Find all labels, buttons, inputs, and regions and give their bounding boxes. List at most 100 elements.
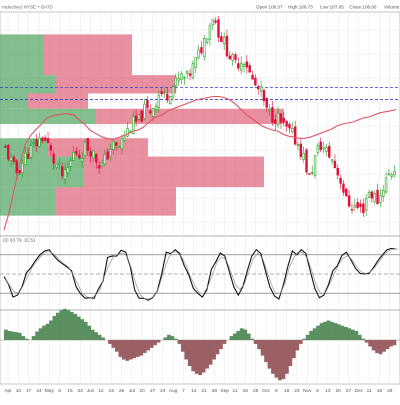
candle-body (9, 156, 13, 161)
histogram-bar (257, 340, 262, 350)
x-tick-label: Jul (129, 388, 135, 394)
histogram-bar (350, 329, 355, 340)
histogram-bar (323, 321, 327, 340)
candle-body (342, 183, 345, 193)
histogram-bar (14, 332, 19, 340)
candle-body (370, 191, 374, 199)
histogram-bar (149, 340, 154, 348)
x-tick-label: Nov (303, 388, 312, 394)
histogram-bar (187, 340, 192, 366)
histogram-bar (62, 308, 67, 340)
candle-body (356, 202, 359, 208)
candle-body (35, 139, 38, 147)
candle-body (345, 188, 348, 197)
candle-body (140, 110, 143, 122)
x-tick-label: 18 (377, 388, 383, 394)
date-axis: Apr 10 17 24 May 8 15 22 Jun 12 19 26 Jul 10 17 24 Aug 7 1… (4, 388, 392, 394)
candle-body (222, 36, 226, 44)
candle-body (55, 164, 58, 168)
candle-body (242, 64, 246, 67)
histogram-bar (260, 340, 265, 356)
candle-body (97, 165, 101, 169)
x-tick-label: Oct (262, 388, 270, 394)
histogram-bar (59, 310, 64, 340)
histogram-bar (229, 336, 234, 340)
ohlc-value: 107.65 (330, 5, 344, 10)
candle-body (26, 153, 30, 159)
histogram-bar (343, 327, 348, 340)
histogram-bar (121, 340, 126, 360)
histogram-bar (309, 330, 314, 340)
candle-body (191, 63, 195, 79)
histogram-bar (10, 331, 15, 340)
candle-body (262, 90, 266, 102)
candle-body (282, 117, 286, 123)
histogram-bar (382, 340, 386, 352)
histogram-bar (267, 340, 272, 369)
histogram-bar (146, 340, 150, 351)
histogram-bar (364, 340, 369, 343)
candle-body (220, 36, 223, 43)
candle-body (41, 137, 44, 142)
histogram-bar (212, 340, 216, 360)
histogram-bar (337, 324, 341, 340)
ohlc-close: Close 108.60 (349, 5, 377, 10)
candle-body (43, 137, 47, 141)
histogram-bar (291, 340, 296, 359)
x-tick-label: Aug (169, 388, 178, 394)
histogram-bar (56, 312, 60, 340)
histogram-bar (35, 331, 39, 340)
histogram-bar (101, 337, 105, 340)
candle-body (12, 156, 16, 162)
histogram-bar (385, 340, 390, 350)
candle-body (310, 172, 314, 174)
histogram-bar (288, 340, 293, 366)
candle-body (117, 146, 121, 148)
candle-body (291, 128, 294, 133)
x-tick-label: 19 (109, 388, 115, 394)
candle-body (279, 113, 283, 123)
candle-body (257, 86, 260, 90)
candle-body (387, 173, 391, 175)
volume-by-price-red-0 (44, 34, 132, 76)
histogram-bar (153, 340, 157, 346)
candle-body (61, 166, 64, 177)
histogram-bar (194, 340, 199, 374)
histogram-bar (132, 340, 137, 359)
candle-body (271, 107, 274, 123)
candle-body (154, 105, 158, 111)
candle-body (237, 63, 240, 69)
x-tick-label: Dec (355, 388, 364, 394)
candle-body (293, 126, 297, 145)
x-tick-label: 17 (150, 388, 156, 394)
candle-body (69, 160, 72, 167)
candle-body (393, 171, 396, 175)
chart-title-fragment: roductive) NYSE + BATS (2, 5, 53, 10)
histogram-bar (135, 340, 140, 357)
moving-average-line (3, 95, 397, 231)
candle-body (245, 61, 249, 68)
histogram-bar (201, 340, 206, 373)
candle-body (66, 167, 70, 174)
histogram-bar (246, 333, 251, 340)
chart-header: roductive) NYSE + BATS Open 108.07 High 1… (2, 5, 400, 10)
candle-body (217, 19, 220, 38)
candle-body (18, 170, 21, 174)
histogram-bar (371, 340, 376, 351)
candle-body (174, 77, 178, 87)
histogram-bar (66, 310, 71, 340)
candle-body (362, 203, 365, 214)
histogram-bar (38, 328, 43, 340)
histogram-bar (302, 338, 307, 340)
histogram-bar (264, 340, 268, 363)
histogram-bar (219, 340, 223, 350)
candle-body (63, 169, 67, 180)
candle-body (239, 62, 243, 71)
x-tick-label: 27 (346, 388, 352, 394)
volume-by-price-green-3 (0, 108, 96, 124)
histogram-bar (142, 340, 147, 353)
candle-body (160, 91, 163, 95)
histogram-bar (73, 314, 78, 340)
candle-body (347, 195, 351, 207)
